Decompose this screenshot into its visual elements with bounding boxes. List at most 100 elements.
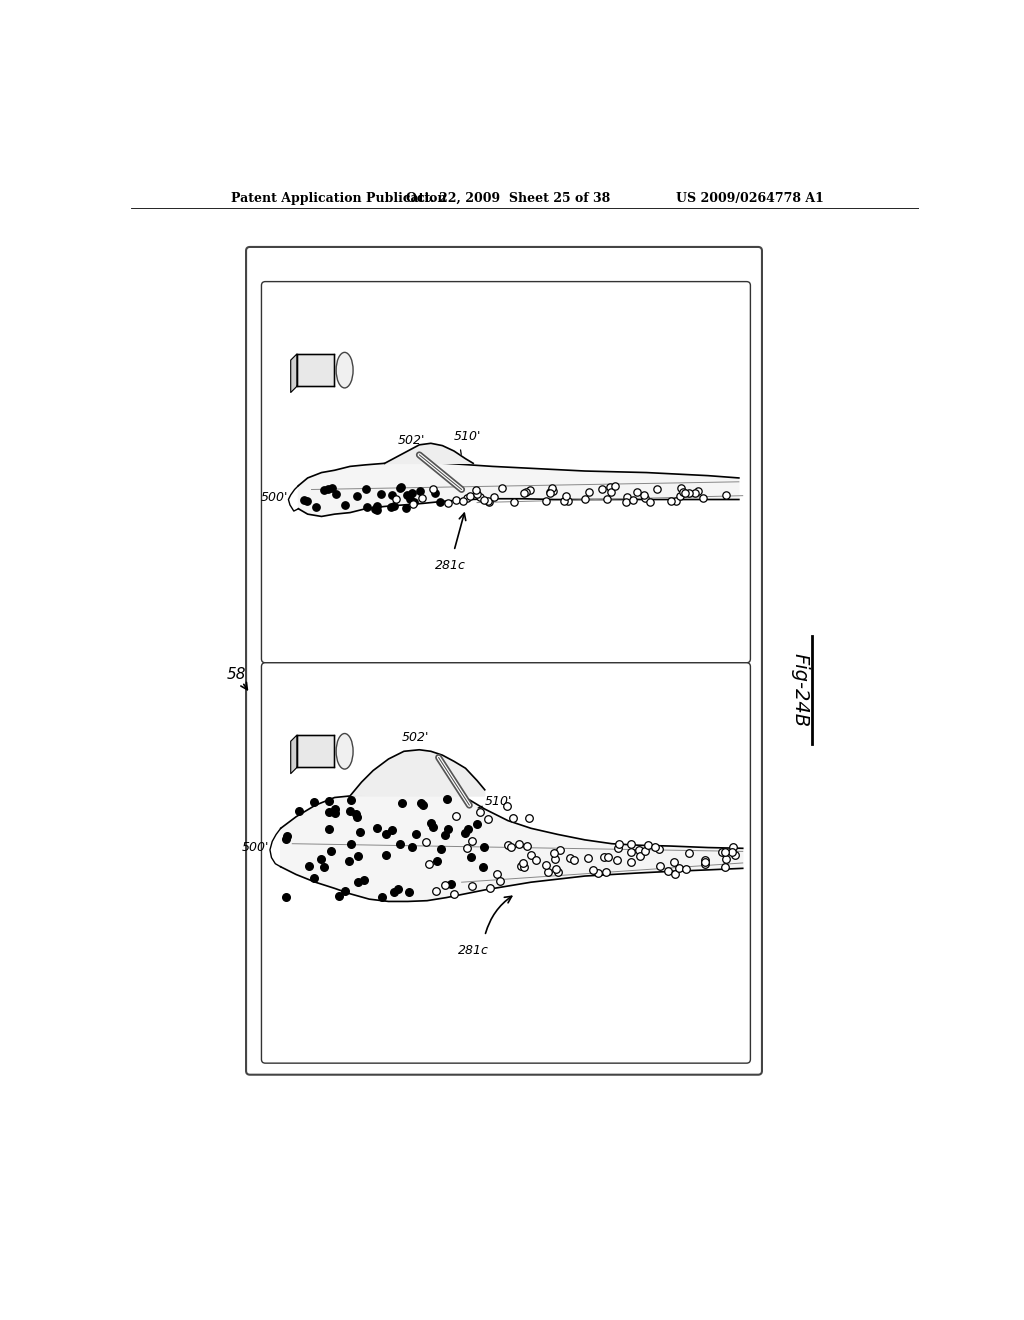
Point xyxy=(300,855,316,876)
Point xyxy=(432,838,449,859)
Point xyxy=(472,801,488,822)
Point xyxy=(306,792,323,813)
Point xyxy=(550,861,566,882)
Point xyxy=(413,792,429,813)
Point xyxy=(723,841,739,862)
Point xyxy=(469,813,485,834)
Point xyxy=(403,483,420,504)
FancyBboxPatch shape xyxy=(246,247,762,1074)
Text: 502': 502' xyxy=(401,730,429,743)
Point xyxy=(327,799,343,820)
Point xyxy=(606,475,623,496)
Point xyxy=(367,498,383,519)
Point xyxy=(538,491,554,512)
Point xyxy=(512,855,528,876)
Point xyxy=(518,836,535,857)
Point xyxy=(349,807,366,828)
Point xyxy=(408,824,424,845)
Point xyxy=(383,496,399,517)
Text: 502': 502' xyxy=(398,434,425,447)
Ellipse shape xyxy=(336,352,353,388)
Point xyxy=(690,480,707,502)
Point xyxy=(482,878,499,899)
Polygon shape xyxy=(298,461,739,516)
Point xyxy=(392,833,409,854)
Text: 58: 58 xyxy=(227,667,247,682)
Text: Fig-24B: Fig-24B xyxy=(791,652,810,727)
Point xyxy=(625,490,641,511)
Point xyxy=(397,498,414,519)
Point xyxy=(394,792,411,813)
Point xyxy=(673,486,689,507)
Point xyxy=(391,478,408,499)
Point xyxy=(331,886,347,907)
Text: 281c: 281c xyxy=(458,944,488,957)
Point xyxy=(455,490,471,511)
Point xyxy=(279,826,295,847)
Text: Patent Application Publication: Patent Application Publication xyxy=(230,191,446,205)
Point xyxy=(418,832,434,853)
Text: 510': 510' xyxy=(454,430,481,444)
FancyBboxPatch shape xyxy=(297,354,334,387)
Point xyxy=(459,488,475,510)
Polygon shape xyxy=(350,750,484,796)
Point xyxy=(447,490,464,511)
Point xyxy=(445,883,462,904)
Point xyxy=(459,838,475,859)
Point xyxy=(725,837,741,858)
Point xyxy=(424,816,440,837)
Point xyxy=(386,880,402,902)
Point xyxy=(542,482,558,503)
Point xyxy=(296,488,312,510)
Point xyxy=(492,871,508,892)
Point xyxy=(652,855,669,876)
Text: 500': 500' xyxy=(261,491,289,504)
Point xyxy=(542,483,558,504)
Point xyxy=(522,480,539,502)
Point xyxy=(468,479,484,500)
Point xyxy=(675,482,691,503)
Point xyxy=(349,845,366,866)
Point xyxy=(599,488,615,510)
Point xyxy=(673,477,689,498)
Point xyxy=(299,490,315,511)
Ellipse shape xyxy=(336,734,353,770)
Point xyxy=(398,484,415,506)
Point xyxy=(676,483,692,504)
Point xyxy=(369,499,385,520)
Point xyxy=(447,805,464,826)
Point xyxy=(463,846,479,867)
Point xyxy=(678,858,694,879)
Point xyxy=(322,791,338,812)
Point xyxy=(637,487,653,508)
Point xyxy=(386,495,402,516)
Point xyxy=(428,880,444,902)
Point xyxy=(388,488,404,510)
Point xyxy=(351,821,368,842)
Point xyxy=(557,486,573,507)
Point xyxy=(355,869,372,890)
Point xyxy=(555,491,571,512)
Point xyxy=(544,478,560,499)
Point xyxy=(527,850,544,871)
Point xyxy=(431,491,447,512)
Point xyxy=(602,477,618,498)
Point xyxy=(577,488,593,510)
Point xyxy=(511,833,527,854)
Point xyxy=(500,834,516,855)
Point xyxy=(596,846,612,867)
Point xyxy=(718,484,734,506)
Point xyxy=(548,858,564,879)
Point xyxy=(343,789,359,810)
Point xyxy=(278,886,294,907)
Text: 510': 510' xyxy=(484,795,512,808)
Point xyxy=(315,857,332,878)
Polygon shape xyxy=(281,788,742,902)
Point xyxy=(312,849,329,870)
Point xyxy=(421,853,437,874)
Point xyxy=(546,842,562,863)
Point xyxy=(623,842,639,863)
Point xyxy=(694,487,711,508)
Point xyxy=(347,803,364,824)
FancyBboxPatch shape xyxy=(261,281,751,663)
